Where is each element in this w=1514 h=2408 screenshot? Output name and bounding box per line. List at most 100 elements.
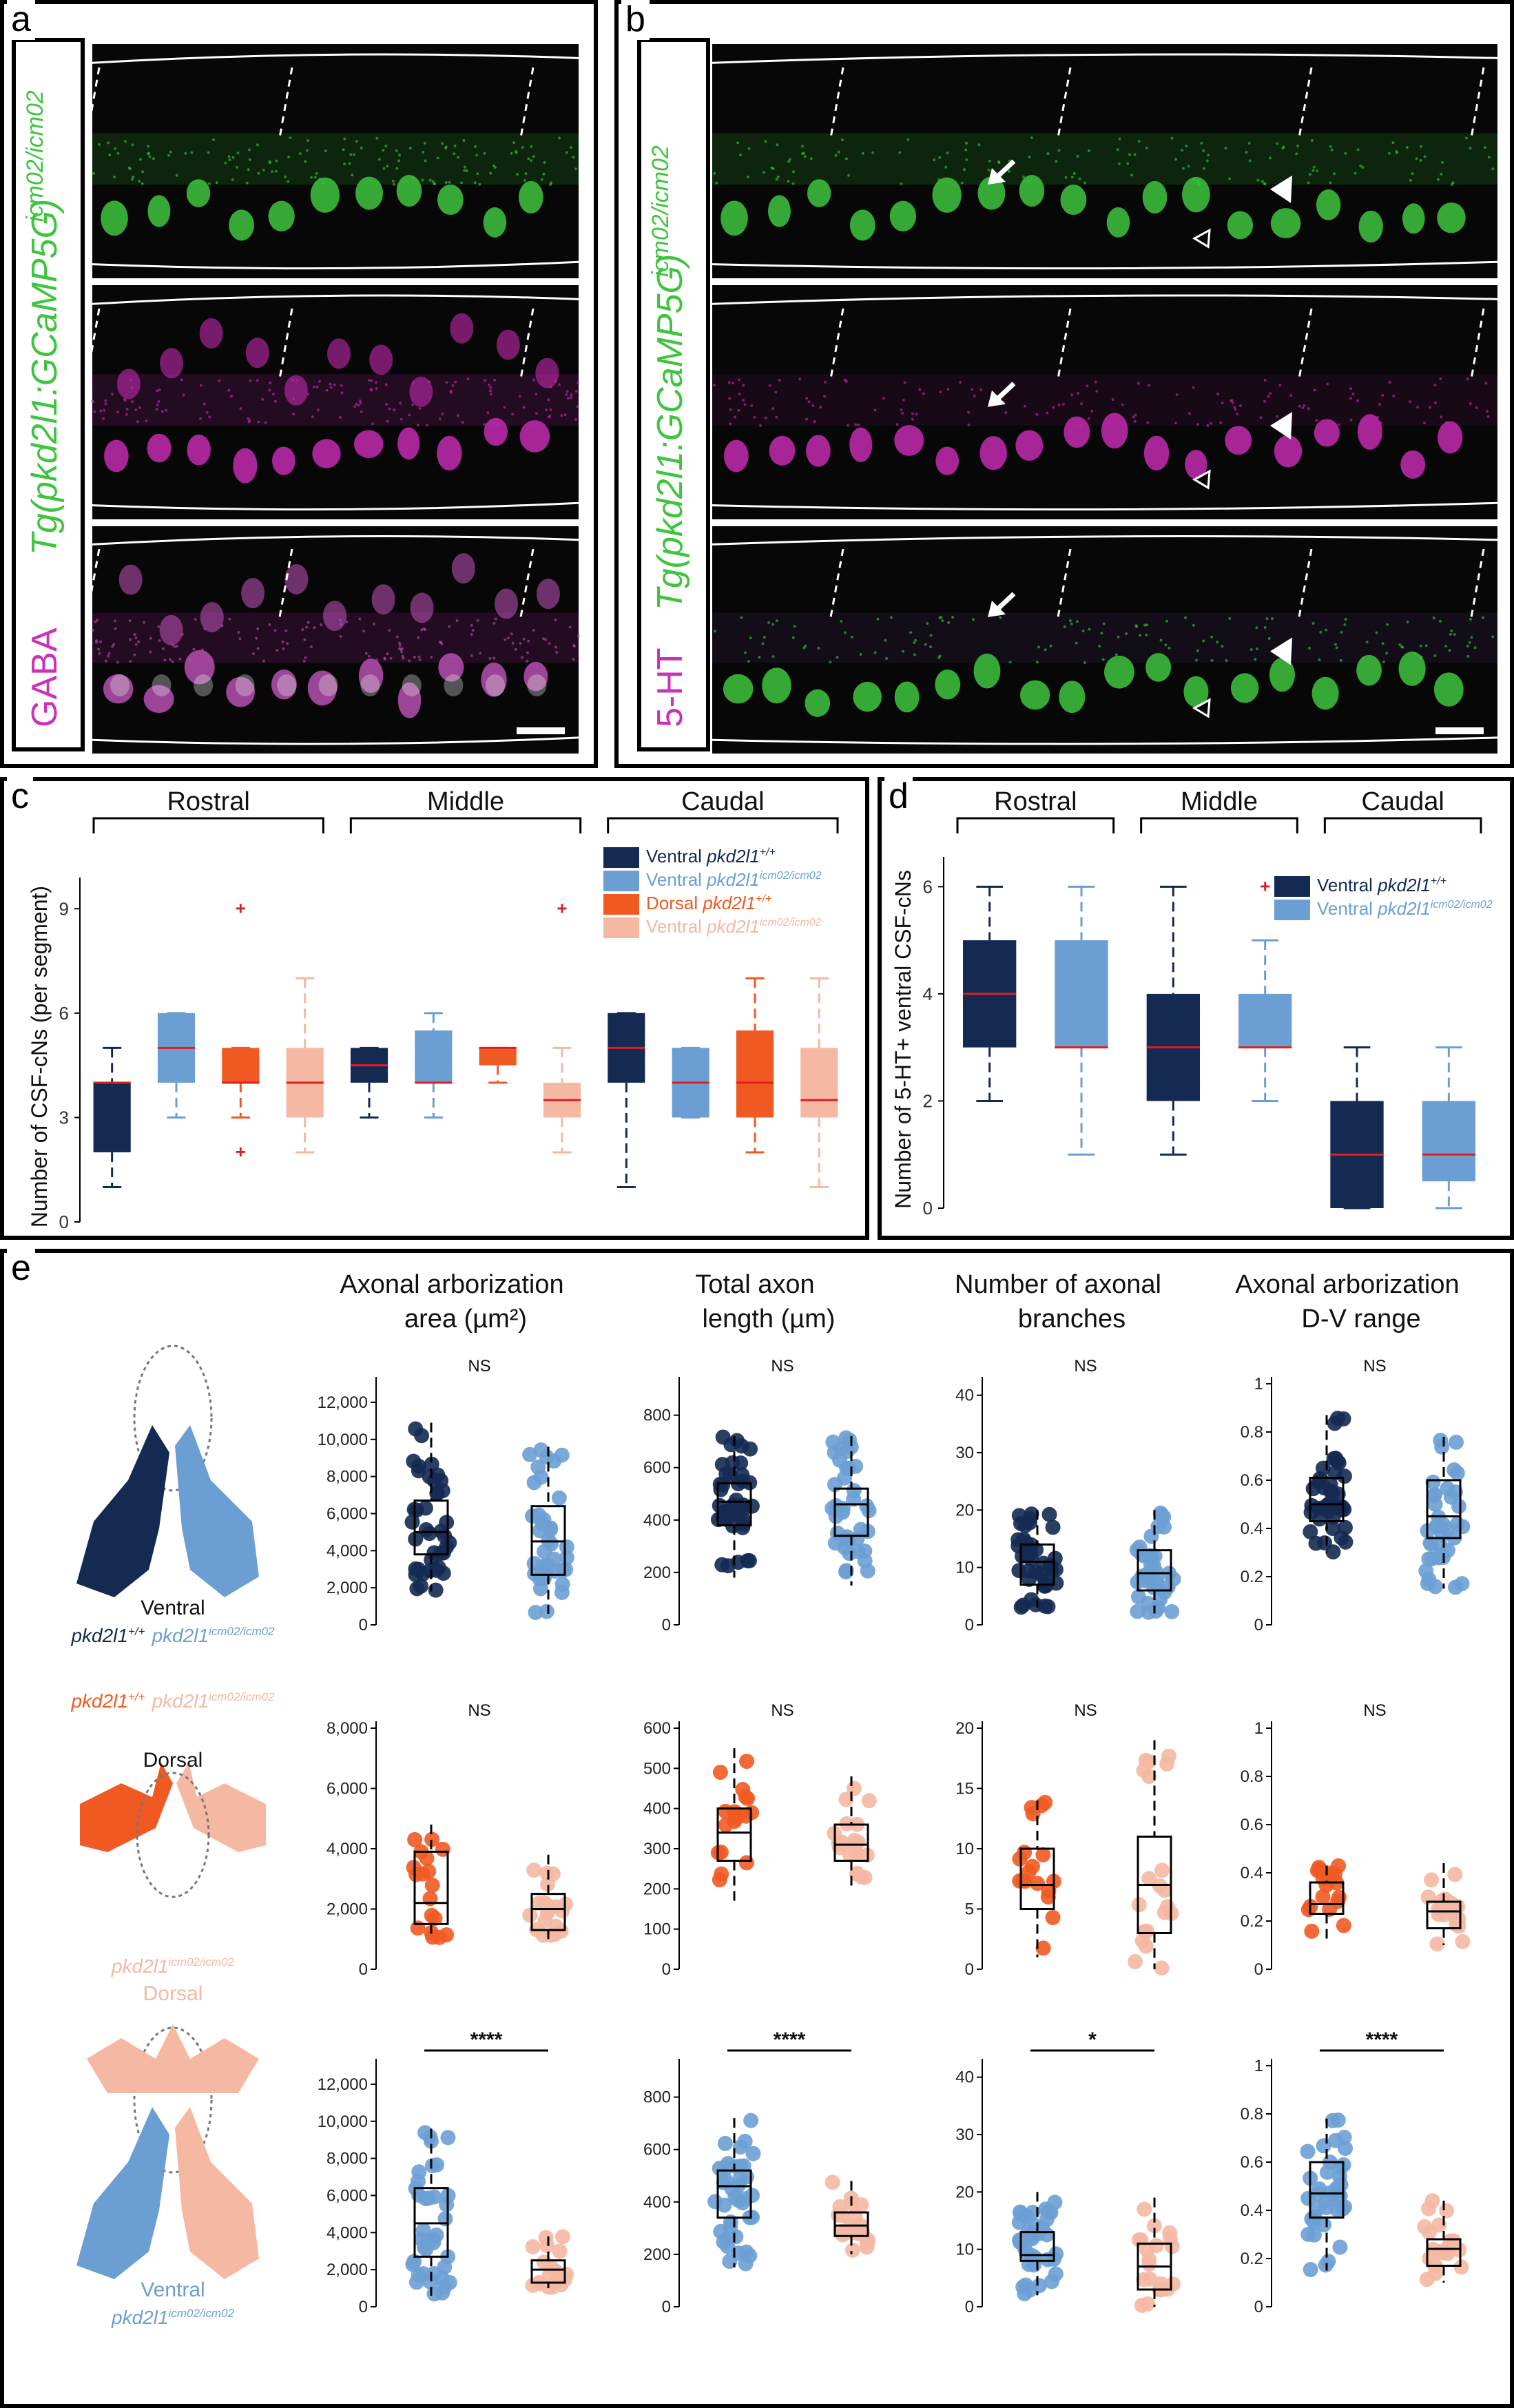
y-tick-label: 600 [643, 2141, 671, 2159]
puncta [1411, 172, 1414, 176]
puncta [256, 627, 260, 631]
puncta [1361, 165, 1365, 169]
data-point [1300, 2190, 1316, 2206]
puncta [1200, 141, 1203, 145]
puncta [1419, 656, 1422, 660]
puncta [1295, 152, 1298, 156]
puncta [1385, 652, 1389, 655]
cell-body [312, 439, 341, 468]
schematic-legend: pkd2l1icm02/icm02 [111, 1955, 234, 1977]
puncta [94, 620, 97, 623]
legend-sup: icm02/icm02 [1431, 899, 1493, 911]
data-point [1016, 1531, 1032, 1547]
puncta [340, 384, 343, 387]
cell-body [483, 207, 507, 238]
puncta [1068, 619, 1072, 623]
puncta [1325, 628, 1328, 632]
puncta [515, 151, 518, 154]
puncta [884, 639, 887, 642]
cell-body [496, 329, 520, 360]
puncta [367, 654, 371, 658]
data-point [1425, 1474, 1441, 1490]
puncta [836, 656, 839, 659]
puncta [997, 161, 1001, 165]
puncta [911, 412, 915, 415]
puncta [1135, 625, 1139, 628]
puncta [489, 172, 492, 175]
spinal-cord-outline [712, 501, 1498, 511]
puncta [558, 136, 561, 140]
y-tick-label: 0.8 [1241, 1767, 1263, 1786]
puncta [549, 408, 552, 411]
tg-sup-b: icm02/icm02 [647, 145, 674, 277]
puncta [729, 408, 732, 411]
puncta [909, 631, 913, 634]
cell-body [103, 674, 134, 704]
cell-body [1060, 184, 1087, 216]
puncta [493, 378, 497, 382]
puncta [1086, 384, 1089, 388]
puncta [129, 378, 132, 382]
puncta [524, 172, 528, 176]
puncta [960, 181, 964, 185]
puncta [967, 411, 971, 414]
data-point [840, 1532, 855, 1548]
y-tick-label: 20 [955, 1501, 974, 1519]
puncta [439, 641, 443, 644]
puncta [301, 627, 304, 631]
cell-body [409, 376, 433, 407]
puncta [422, 627, 426, 631]
cell-body [1358, 210, 1383, 243]
data-point [825, 2175, 840, 2190]
puncta [358, 617, 362, 621]
puncta [431, 180, 435, 183]
puncta [269, 381, 272, 384]
puncta [829, 661, 832, 664]
cell-body [495, 588, 519, 619]
puncta [1387, 152, 1391, 155]
significance-label: NS [1074, 1701, 1097, 1720]
data-point [1022, 1571, 1037, 1587]
legend-text: Ventral [646, 916, 707, 937]
y-tick-label: 15 [955, 1780, 974, 1798]
puncta [448, 180, 451, 184]
puncta [199, 417, 203, 420]
cell-body [805, 689, 831, 717]
chart-d: 0 2 4 6 Number of 5-HT+ ventral CSF-cNs Rostr… [891, 787, 1493, 1218]
cell-body [268, 200, 295, 232]
legend-a: pkd2l1 [70, 1625, 128, 1646]
puncta [1469, 618, 1472, 621]
puncta [574, 167, 577, 171]
puncta [402, 656, 405, 660]
puncta [1382, 660, 1385, 663]
puncta [728, 397, 732, 400]
group-bracket [956, 817, 1115, 833]
puncta [98, 640, 102, 643]
puncta [514, 647, 517, 651]
cell-body [1059, 681, 1086, 714]
puncta [522, 406, 526, 409]
y-tick-label: 2,000 [326, 2261, 368, 2279]
puncta [399, 402, 402, 405]
puncta [147, 145, 150, 148]
data-point [1300, 2226, 1316, 2242]
cell-body [397, 682, 422, 718]
data-point [1141, 2252, 1157, 2267]
y-tick-label: 1 [1254, 2057, 1263, 2075]
puncta [386, 165, 389, 168]
puncta [1008, 661, 1012, 664]
cell-body [768, 195, 791, 227]
puncta [929, 634, 933, 637]
puncta [324, 149, 327, 153]
y-tick-label: 2,000 [326, 1900, 368, 1919]
puncta [389, 656, 393, 660]
puncta [125, 408, 129, 411]
puncta [979, 388, 983, 392]
legend-gene: pkd2l1 [706, 916, 760, 937]
puncta [1419, 158, 1422, 162]
legend-swatch [603, 894, 639, 915]
puncta [92, 172, 96, 175]
puncta [411, 177, 415, 180]
data-point [1154, 1862, 1170, 1878]
y-tick-label: 0 [662, 1960, 671, 1979]
